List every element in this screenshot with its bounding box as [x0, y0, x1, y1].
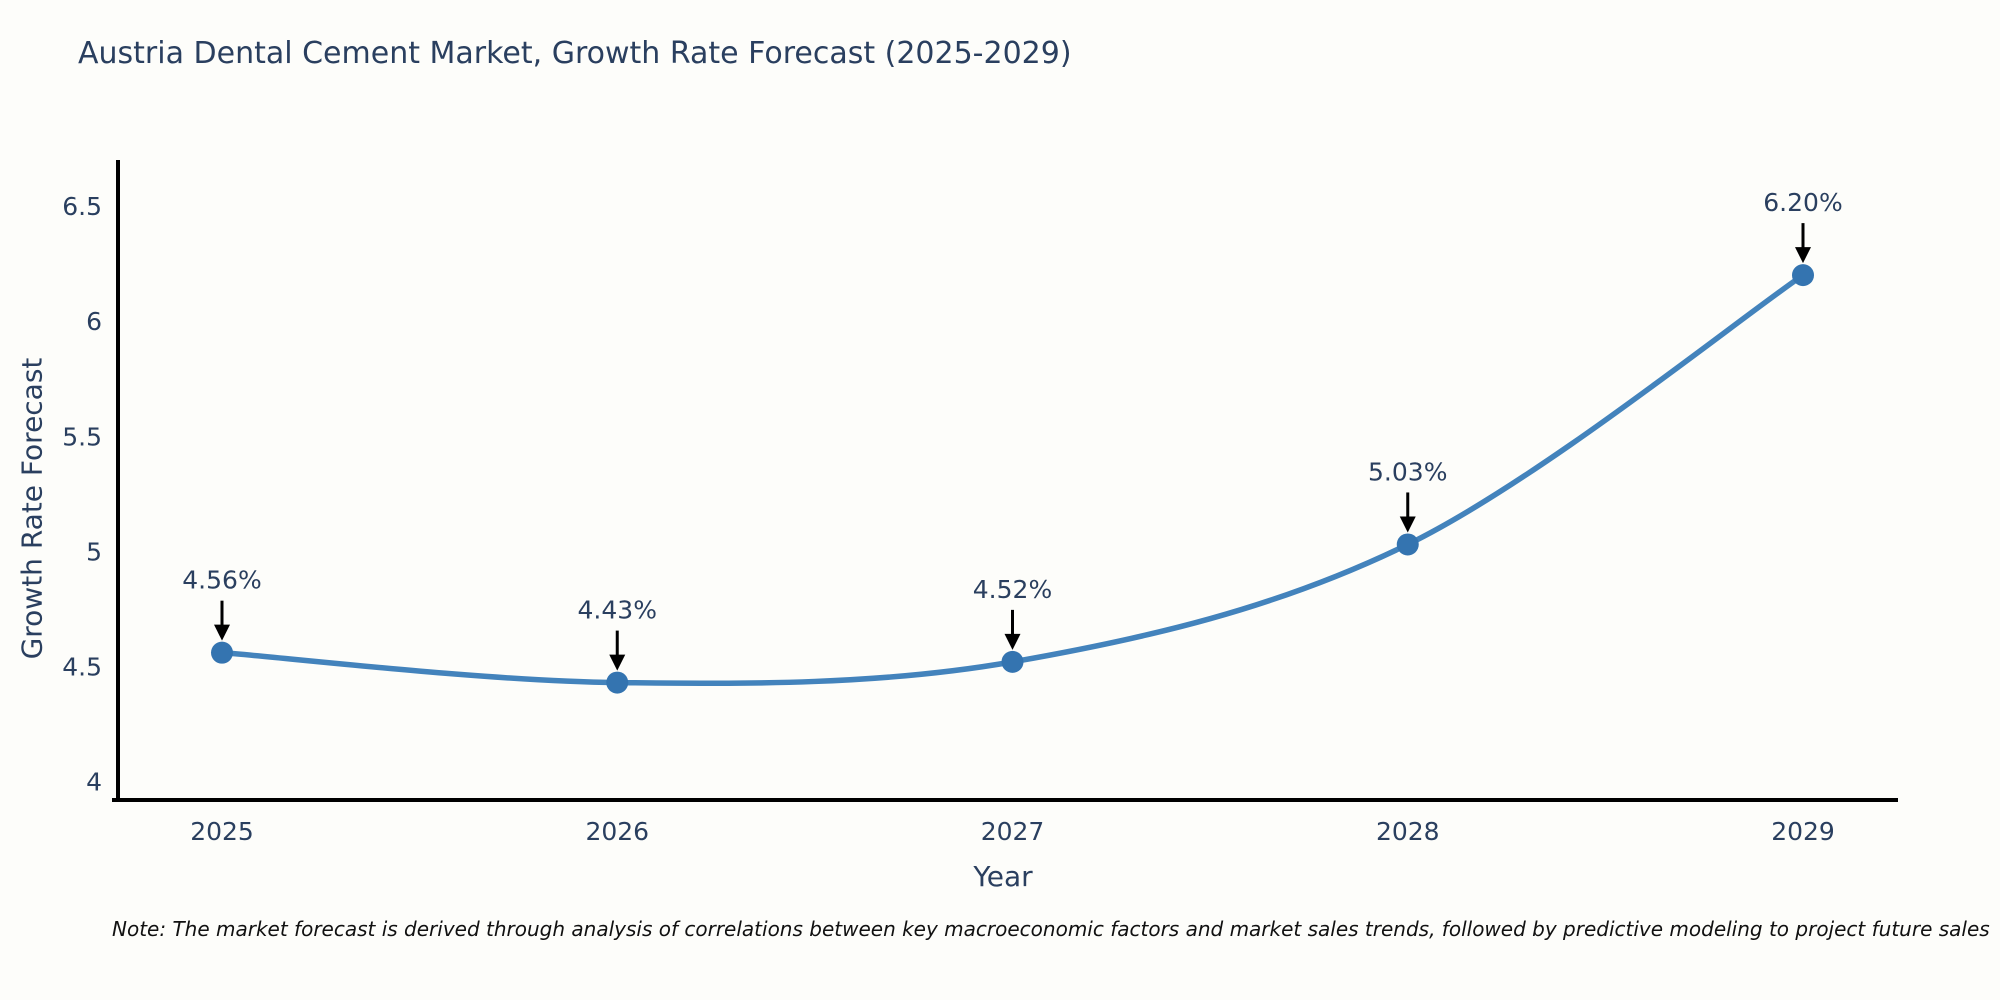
data-point-marker[interactable]	[1792, 264, 1814, 287]
y-tick-label: 5	[86, 537, 102, 566]
data-point-label: 5.03%	[1368, 457, 1447, 486]
chart-title: Austria Dental Cement Market, Growth Rat…	[78, 36, 1072, 71]
data-point-label: 4.43%	[578, 596, 657, 625]
y-tick-label: 5.5	[62, 422, 102, 451]
data-point-marker[interactable]	[1001, 650, 1024, 673]
annotation-arrowhead-icon	[1399, 516, 1416, 533]
annotation-arrowhead-icon	[214, 624, 230, 641]
x-axis-title: Year	[973, 860, 1033, 893]
x-tick-label: 2025	[190, 817, 254, 846]
x-tick-label: 2027	[981, 817, 1045, 846]
chart-footnote: Note: The market forecast is derived thr…	[112, 917, 1990, 941]
x-tick-label: 2026	[585, 817, 649, 846]
y-tick-label: 6	[86, 307, 102, 336]
annotation-arrowhead-icon	[1004, 633, 1021, 650]
x-tick-label: 2029	[1771, 817, 1835, 846]
x-tick-label: 2028	[1376, 817, 1440, 846]
y-axis-title: Growth Rate Forecast	[15, 357, 49, 660]
data-point-label: 6.20%	[1763, 188, 1842, 217]
data-point-label: 4.52%	[973, 575, 1052, 604]
annotation-arrowhead-icon	[1795, 247, 1811, 264]
y-tick-label: 4	[86, 768, 102, 797]
annotation-arrowhead-icon	[609, 654, 626, 671]
data-point-marker[interactable]	[211, 641, 233, 664]
y-tick-label: 4.5	[62, 652, 102, 681]
data-point-marker[interactable]	[606, 671, 629, 694]
y-tick-label: 6.5	[62, 192, 102, 221]
data-point-marker[interactable]	[1396, 533, 1419, 556]
data-point-label: 4.56%	[182, 566, 261, 595]
